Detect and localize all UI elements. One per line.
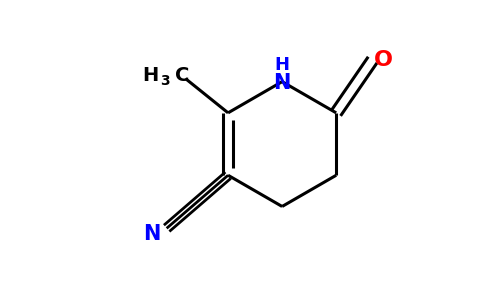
Text: N: N: [143, 224, 161, 244]
Text: C: C: [175, 66, 190, 85]
Text: H: H: [274, 56, 289, 74]
Text: O: O: [374, 50, 393, 70]
Text: H: H: [142, 66, 159, 85]
Text: N: N: [273, 73, 291, 93]
Text: 3: 3: [160, 74, 170, 88]
